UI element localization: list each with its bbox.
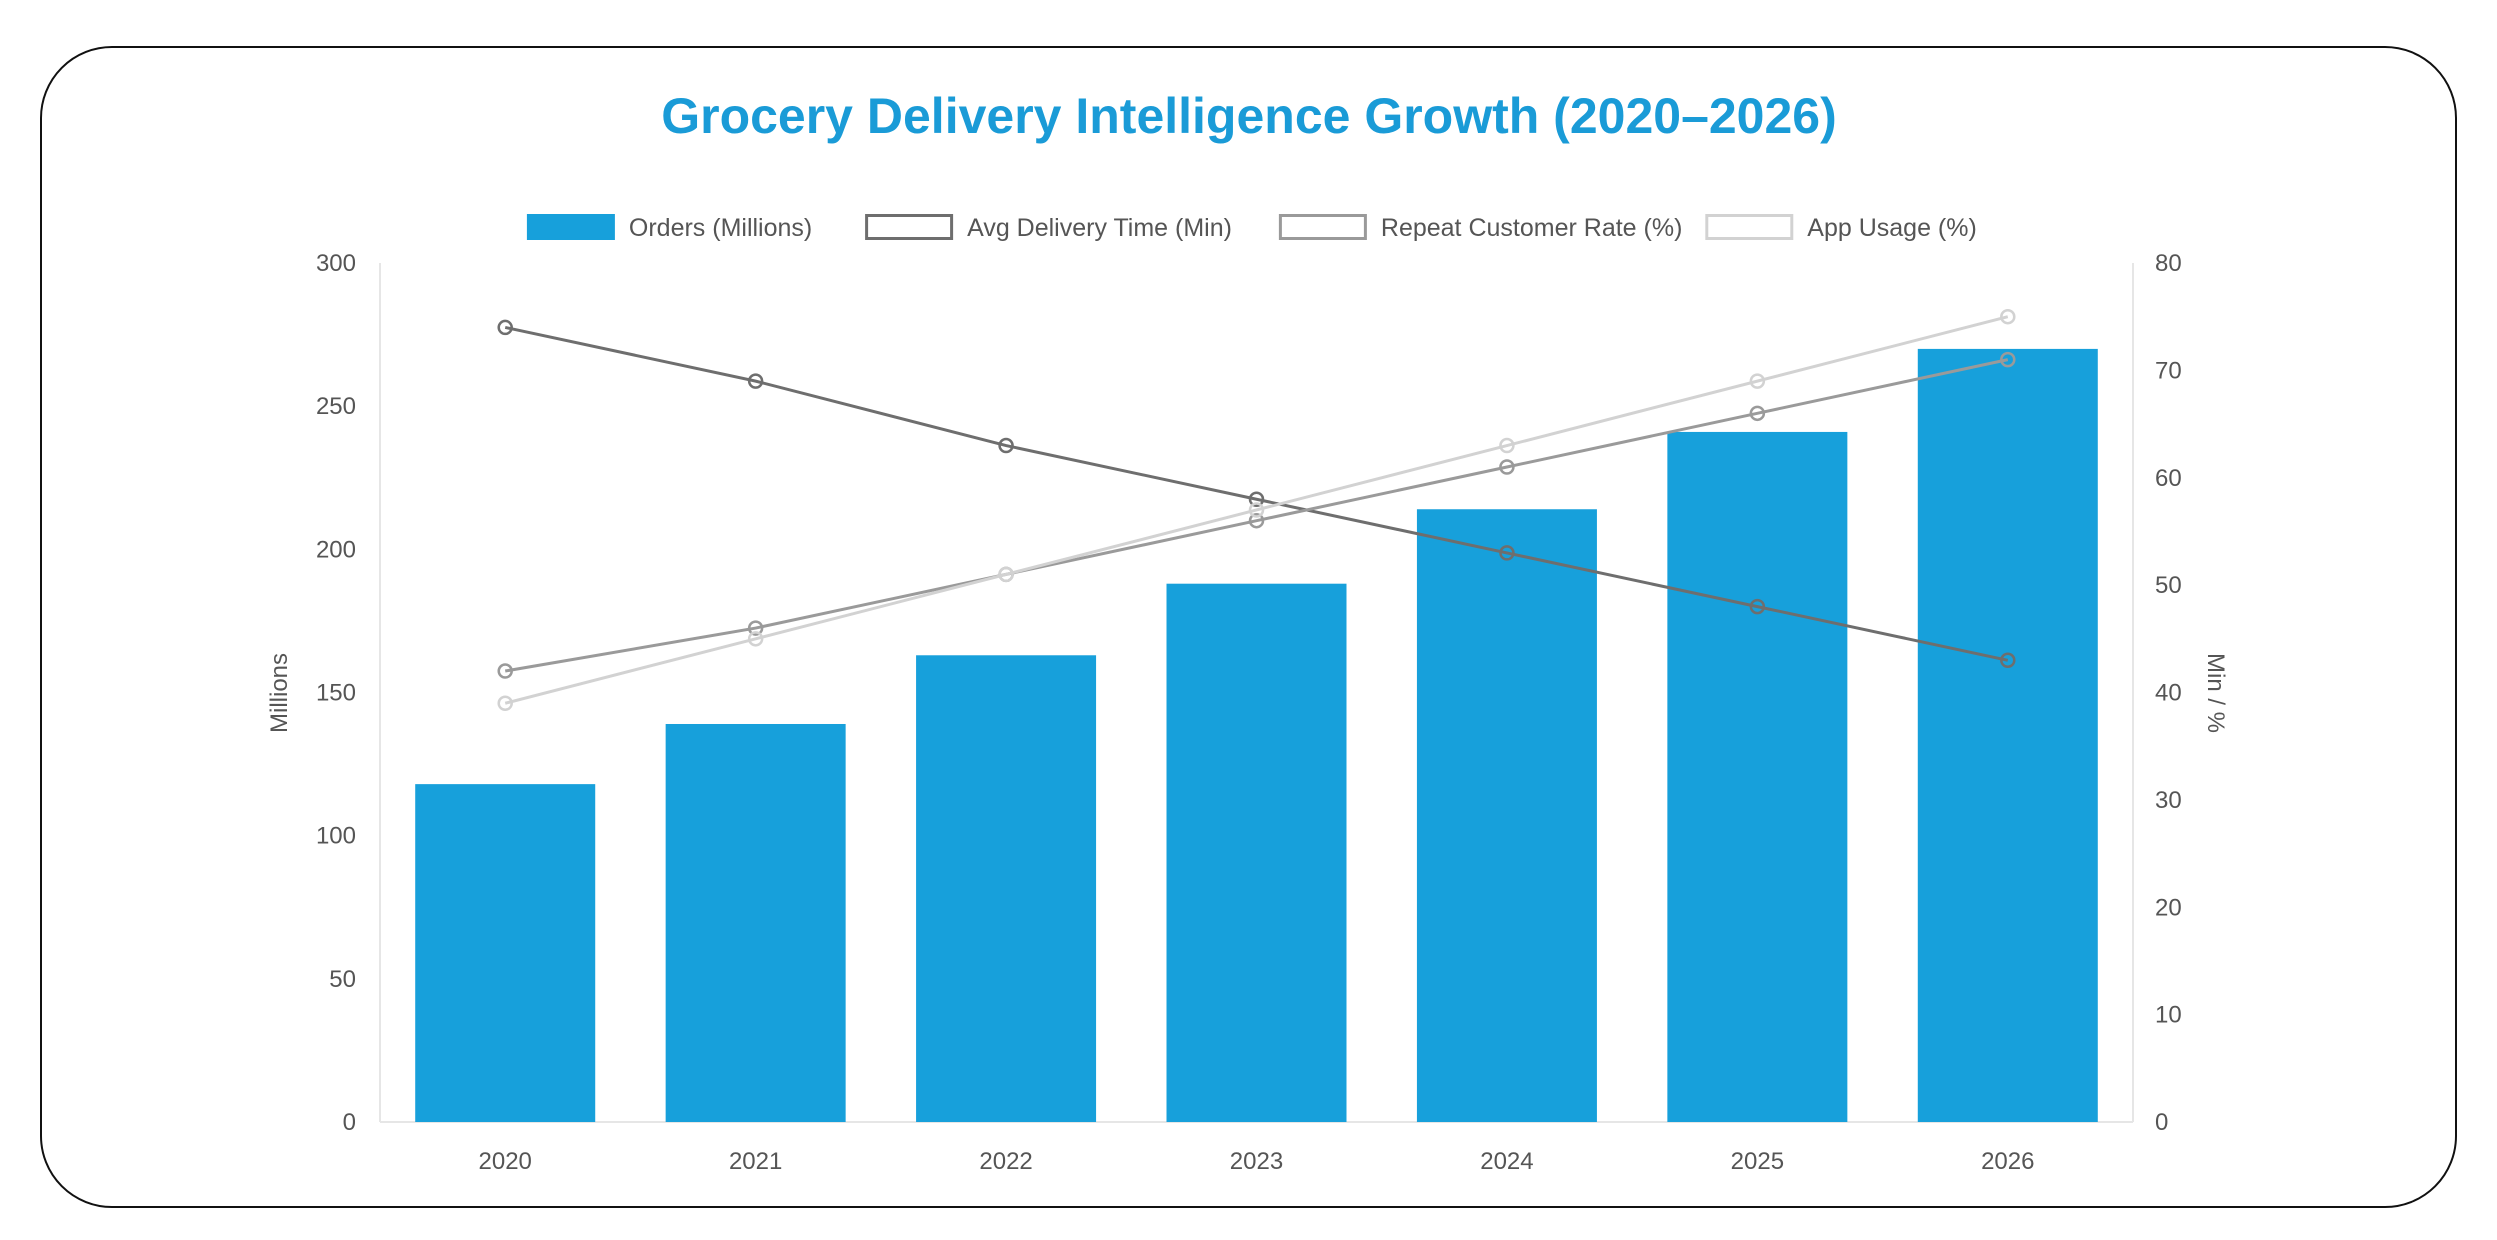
left-tick-label: 150 — [316, 680, 356, 707]
line-point — [1499, 459, 1515, 475]
legend-label: Avg Delivery Time (Min) — [967, 214, 1232, 242]
legend-swatch — [865, 214, 954, 240]
x-tick-label: 2025 — [1731, 1148, 1784, 1175]
line-series-3 — [504, 315, 2009, 705]
left-tick-label: 200 — [316, 536, 356, 563]
right-tick-label: 50 — [2155, 572, 2182, 599]
line-point — [1749, 373, 1766, 389]
x-tick-label: 2021 — [729, 1148, 782, 1175]
chart-title: Grocery Delivery Intelligence Growth (20… — [661, 88, 1837, 144]
bar-2023 — [1166, 583, 1347, 1122]
left-tick-label: 300 — [316, 250, 356, 277]
line-series-1 — [504, 325, 2009, 662]
bar-2026 — [1917, 348, 2098, 1122]
line-point — [1499, 437, 1515, 454]
line-point — [497, 319, 513, 336]
line-point — [1749, 598, 1766, 615]
left-tick-label: 0 — [343, 1109, 356, 1136]
left-tick-label: 50 — [329, 966, 356, 993]
line-point — [998, 437, 1014, 454]
bar-2025 — [1667, 431, 1848, 1123]
line-series — [497, 308, 2016, 711]
line-point — [998, 566, 1014, 583]
line-point — [2000, 308, 2016, 325]
line-point — [1248, 502, 1265, 518]
right-axis-title: Min / % — [2202, 653, 2229, 733]
legend-label: Orders (Millions) — [629, 214, 812, 242]
x-tick-label: 2026 — [1981, 1148, 2034, 1175]
left-axis-title: Millions — [266, 653, 293, 733]
line-point — [2000, 652, 2016, 669]
line-series-2 — [504, 358, 2009, 673]
line-point — [497, 695, 513, 711]
left-tick-label: 100 — [316, 823, 356, 850]
legend-swatch — [1278, 214, 1367, 240]
line-point — [747, 373, 764, 389]
legend-swatch — [1705, 214, 1794, 240]
bar-2024 — [1416, 509, 1597, 1122]
left-tick-label: 250 — [316, 393, 356, 420]
line-point — [2000, 351, 2016, 368]
x-tick-label: 2020 — [479, 1148, 532, 1175]
legend-item[interactable]: Orders (Millions) — [526, 214, 812, 242]
legend-swatch — [526, 214, 615, 240]
axes: 0 50 100 150 200 250 300 0 10 20 30 40 50 60 70 80 2020 2… — [316, 250, 2182, 1175]
bar-series — [415, 348, 2098, 1123]
legend-item[interactable]: App Usage (%) — [1705, 214, 1977, 242]
right-tick-label: 10 — [2155, 1002, 2182, 1029]
right-tick-label: 20 — [2155, 894, 2182, 921]
line-point — [1749, 405, 1766, 422]
right-tick-label: 60 — [2155, 465, 2182, 492]
line-point — [747, 631, 764, 647]
right-tick-label: 40 — [2155, 680, 2182, 707]
legend: Orders (Millions) Avg Delivery Time (Min)… — [526, 214, 1977, 242]
bar-2022 — [916, 655, 1097, 1122]
line-point — [1499, 545, 1515, 561]
bar-2020 — [415, 784, 596, 1122]
legend-item[interactable]: Repeat Customer Rate (%) — [1278, 214, 1683, 242]
right-tick-label: 70 — [2155, 357, 2182, 384]
x-tick-label: 2024 — [1480, 1148, 1533, 1175]
right-tick-label: 0 — [2155, 1109, 2168, 1136]
bar-2021 — [665, 723, 846, 1122]
line-point — [1248, 512, 1265, 529]
right-tick-label: 80 — [2155, 250, 2182, 277]
line-point — [497, 663, 513, 679]
legend-label: Repeat Customer Rate (%) — [1381, 214, 1683, 242]
right-tick-label: 30 — [2155, 787, 2182, 814]
line-point — [747, 620, 764, 636]
line-point — [1248, 491, 1265, 507]
x-tick-label: 2023 — [1230, 1148, 1283, 1175]
legend-item[interactable]: Avg Delivery Time (Min) — [865, 214, 1232, 242]
x-tick-label: 2022 — [979, 1148, 1032, 1175]
legend-label: App Usage (%) — [1807, 214, 1977, 242]
